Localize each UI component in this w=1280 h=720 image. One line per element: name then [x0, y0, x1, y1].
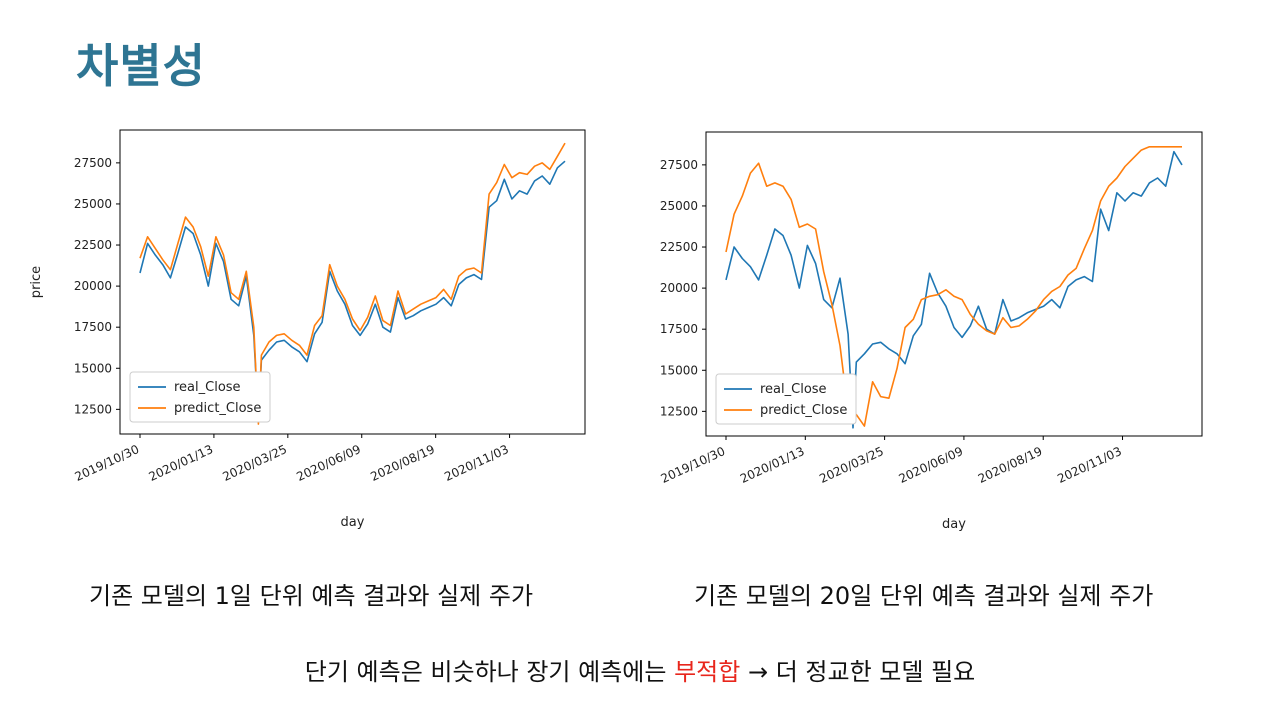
y-tick-label: 15000 — [74, 361, 112, 375]
x-tick-label: 2020/01/13 — [147, 442, 216, 484]
x-tick-label: 2019/10/30 — [73, 442, 142, 484]
legend-label: predict_Close — [174, 401, 261, 416]
legend-label: real_Close — [760, 382, 827, 397]
series-line-real-close — [725, 150, 1183, 429]
series-line-predict-close — [139, 142, 566, 425]
x-tick-label: 2020/03/25 — [220, 442, 289, 484]
y-tick-label: 25000 — [660, 199, 698, 213]
y-tick-label: 15000 — [660, 363, 698, 377]
y-tick-label: 17500 — [74, 320, 112, 334]
y-tick-label: 27500 — [74, 156, 112, 170]
series-line-real-close — [139, 160, 566, 422]
slide-title: 차별성 — [76, 39, 206, 93]
caption-20day: 기존 모델의 20일 단위 예측 결과와 실제 주가 — [694, 582, 1154, 610]
caption-1day: 기존 모델의 1일 단위 예측 결과와 실제 주가 — [89, 582, 534, 610]
note-suffix: → 더 정교한 모델 필요 — [740, 658, 976, 686]
x-tick-label: 2020/06/09 — [294, 442, 363, 484]
y-tick-label: 22500 — [660, 240, 698, 254]
note-prefix: 단기 예측은 비슷하나 장기 예측에는 — [304, 658, 675, 686]
y-tick-label: 20000 — [74, 279, 112, 293]
x-tick-label: 2020/08/19 — [368, 442, 437, 484]
y-tick-label: 12500 — [74, 402, 112, 416]
legend-label: predict_Close — [760, 403, 847, 418]
y-tick-label: 17500 — [660, 322, 698, 336]
y-axis-label: price — [29, 266, 44, 298]
x-axis-label: day — [341, 515, 365, 530]
plot-frame — [705, 131, 1203, 437]
x-tick-label: 2020/03/25 — [817, 444, 886, 486]
note-highlight: 부적합 — [674, 658, 741, 686]
y-tick-label: 27500 — [660, 158, 698, 172]
series-line-predict-close — [725, 146, 1182, 427]
y-tick-label: 25000 — [74, 197, 112, 211]
legend-label: real_Close — [174, 380, 241, 395]
x-tick-label: 2019/10/30 — [659, 444, 728, 486]
x-axis-label: day — [942, 517, 966, 532]
x-tick-label: 2020/11/03 — [442, 442, 511, 484]
conclusion-note: 단기 예측은 비슷하나 장기 예측에는 부적합 → 더 정교한 모델 필요 — [0, 652, 1280, 687]
y-tick-label: 20000 — [660, 281, 698, 295]
legend-box — [129, 371, 271, 423]
y-tick-label: 22500 — [74, 238, 112, 252]
x-tick-label: 2020/11/03 — [1055, 444, 1124, 486]
y-tick-label: 12500 — [660, 404, 698, 418]
x-tick-label: 2020/01/13 — [738, 444, 807, 486]
chart-20day-prediction: 12500 15000 17500 20000 22500 25000 27500 2019/… — [659, 131, 1203, 532]
x-tick-label: 2020/08/19 — [976, 444, 1045, 486]
x-tick-label: 2020/06/09 — [897, 444, 966, 486]
legend-box — [715, 373, 857, 425]
plot-frame — [119, 129, 586, 435]
chart-1day-prediction: 12500 15000 17500 20000 22500 25000 27500 2019/… — [29, 129, 586, 530]
